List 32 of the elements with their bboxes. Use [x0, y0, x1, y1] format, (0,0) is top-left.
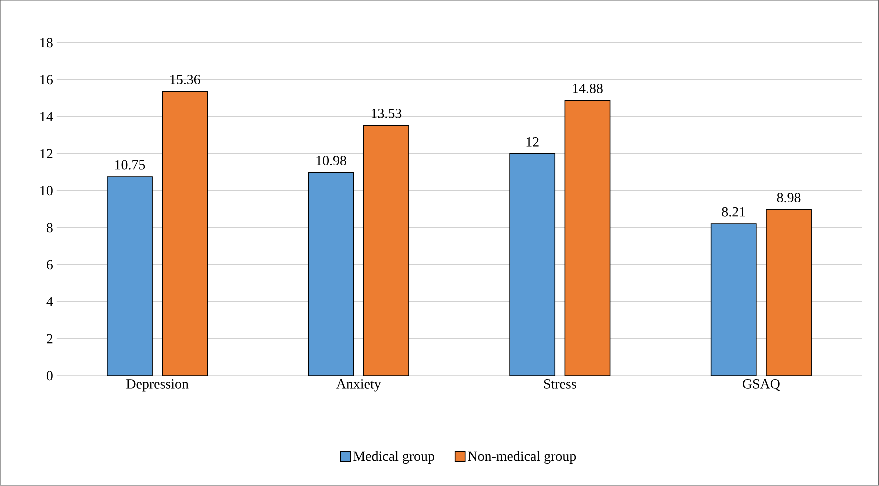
bar: [510, 154, 556, 376]
y-tick-label: 12: [40, 149, 53, 159]
bar: [308, 172, 354, 376]
legend-label: Non-medical group: [468, 451, 576, 464]
x-tick-label: Depression: [126, 380, 189, 392]
bar: [564, 100, 611, 376]
x-tick-label: Stress: [544, 380, 576, 389]
bar: [107, 176, 153, 376]
legend-label: Medical group: [354, 451, 434, 464]
data-label: 12: [526, 138, 539, 147]
y-tick-label: 8: [46, 223, 53, 233]
y-tick-label: 2: [47, 334, 53, 344]
y-tick-label: 18: [40, 38, 53, 48]
bar: [766, 209, 812, 376]
x-tick-label: GSAQ: [743, 380, 780, 392]
x-tick-label: Anxiety: [336, 380, 382, 392]
data-label: 15.36: [170, 75, 200, 85]
y-tick-label: 6: [47, 260, 53, 270]
y-tick-label: 4: [46, 297, 54, 307]
data-label: 8.98: [777, 193, 801, 203]
data-label: 8.21: [722, 207, 746, 217]
bar: [162, 91, 208, 376]
y-tick-label: 16: [40, 75, 53, 85]
data-label: 14.88: [573, 84, 603, 94]
data-label: 10.75: [116, 160, 146, 170]
y-tick-label: 0: [46, 371, 53, 381]
y-tick-label: 14: [40, 112, 54, 122]
bar: [364, 125, 410, 376]
bar: [710, 224, 757, 376]
y-tick-label: 10: [40, 186, 53, 196]
data-label: 13.53: [372, 109, 402, 118]
data-label: 10.98: [316, 156, 346, 166]
